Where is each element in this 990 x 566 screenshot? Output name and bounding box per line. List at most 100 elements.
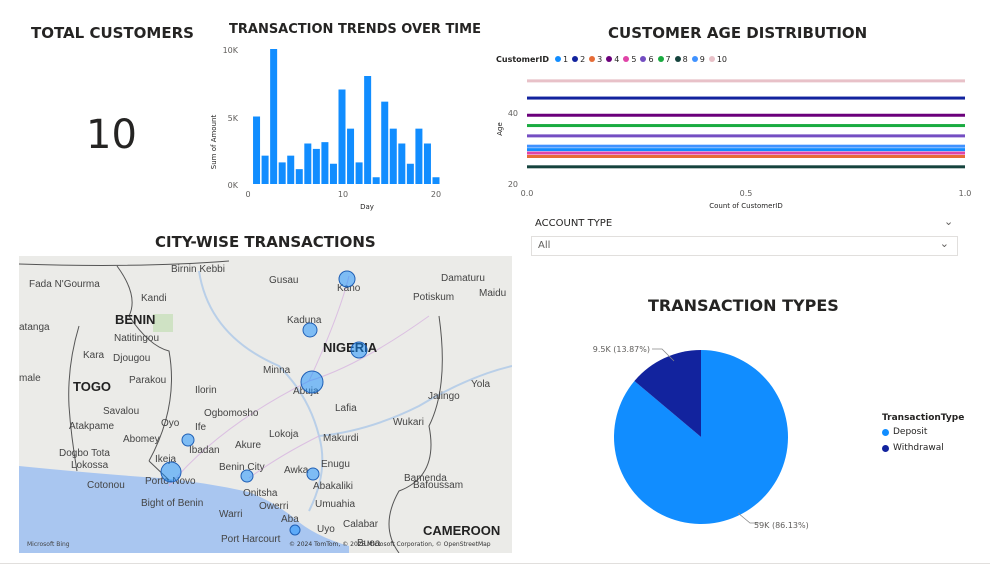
pie-legend-label: Deposit — [893, 427, 928, 437]
age-bar[interactable] — [527, 124, 965, 128]
trend-bar[interactable] — [304, 143, 312, 185]
age-legend-items: 1 2 3 4 5 6 7 8 9 10 — [554, 54, 731, 64]
map-bubble[interactable] — [181, 433, 195, 447]
map-label: Warri — [219, 509, 243, 520]
map-labels: Birnin Kebbi Gusau Kano Damaturu Maidu Fada N… — [19, 264, 506, 549]
trend-bar[interactable] — [321, 142, 329, 184]
age-legend-item[interactable]: 6 — [640, 55, 654, 64]
age-distribution-title: CUSTOMER AGE DISTRIBUTION — [608, 24, 868, 42]
age-ytick: 40 — [508, 109, 518, 118]
legend-dot-icon — [657, 56, 664, 62]
trends-y-axis-label: Sum of Amount — [210, 115, 218, 170]
trends-bars[interactable] — [253, 49, 440, 185]
map-label: Jalingo — [428, 391, 460, 402]
map-park — [153, 314, 173, 332]
map-label: Minna — [263, 365, 291, 376]
transaction-trends-chart[interactable]: Sum of Amount 10K 5K 0K 0 10 20 Day — [205, 42, 470, 217]
pie-legend-title: TransactionType — [882, 413, 965, 423]
trend-bar[interactable] — [398, 143, 406, 185]
age-bar[interactable] — [527, 144, 965, 148]
age-bar[interactable] — [527, 165, 965, 169]
map-bubble[interactable] — [350, 341, 368, 359]
legend-dot-icon — [708, 56, 715, 62]
pie-legend-item-withdrawal[interactable]: Withdrawal — [882, 443, 964, 453]
trend-bar[interactable] — [287, 155, 295, 184]
trend-bar[interactable] — [338, 89, 346, 185]
map-bubble[interactable] — [338, 270, 356, 288]
age-legend-item[interactable]: 3 — [589, 55, 602, 64]
age-legend-item[interactable]: 4 — [606, 55, 619, 64]
map-label: Kara — [83, 350, 105, 361]
account-type-selected: All — [538, 240, 551, 251]
trend-bar[interactable] — [406, 163, 414, 184]
map-bubble[interactable] — [160, 461, 182, 483]
trend-bar[interactable] — [312, 148, 320, 184]
map-label: Potiskum — [413, 292, 454, 303]
trends-ytick: 0K — [228, 181, 239, 190]
age-distribution-chart[interactable]: Age 40 20 0.0 0.5 1.0 Count of CustomerI… — [493, 66, 973, 214]
age-legend-item[interactable]: 10 — [708, 54, 728, 64]
trend-bar[interactable] — [261, 155, 269, 184]
map-bubble[interactable] — [302, 322, 318, 338]
map-label: Awka — [284, 465, 309, 476]
trend-bar[interactable] — [295, 169, 303, 184]
age-legend-item[interactable]: 5 — [623, 55, 636, 64]
map-label: atanga — [19, 322, 50, 333]
pie-legend-item-deposit[interactable]: Deposit — [882, 427, 964, 437]
age-legend-label: 10 — [716, 54, 728, 64]
trend-bar[interactable] — [329, 163, 337, 184]
age-bar[interactable] — [527, 96, 965, 100]
age-bar[interactable] — [527, 151, 965, 155]
trend-bar[interactable] — [372, 177, 380, 184]
map-label: Gusau — [269, 275, 298, 286]
age-bars[interactable] — [527, 79, 965, 169]
map-label: Akure — [235, 440, 262, 451]
trends-xtick: 0 — [245, 190, 250, 199]
age-legend-item[interactable]: 8 — [674, 55, 688, 64]
age-bar[interactable] — [527, 148, 965, 152]
trend-bar[interactable] — [389, 128, 397, 184]
map-label: Abomey — [123, 434, 160, 445]
age-legend-item[interactable]: 2 — [572, 55, 585, 64]
age-bar[interactable] — [527, 155, 965, 158]
trend-bar[interactable] — [278, 162, 286, 184]
map-bubble[interactable] — [306, 467, 320, 481]
trend-bar[interactable] — [253, 116, 261, 185]
map-label: CAMEROON — [423, 523, 500, 538]
age-legend-title: CustomerID — [496, 54, 549, 64]
legend-dot-icon — [572, 56, 579, 62]
map-attribution[interactable]: © 2024 TomTom, © 2025 Microsoft Corporat… — [289, 541, 491, 548]
map-label: Lafia — [335, 403, 357, 414]
transaction-types-pie[interactable]: 9.5K (13.87%) 59K (86.13%) — [570, 335, 840, 535]
map-label: Dogbo Tota — [59, 448, 110, 459]
trend-bar[interactable] — [432, 177, 440, 184]
account-type-dropdown[interactable]: All ⌄ — [531, 236, 958, 256]
trend-bar[interactable] — [381, 101, 389, 184]
trend-bar[interactable] — [355, 162, 363, 184]
trend-bar[interactable] — [270, 49, 278, 184]
age-bar[interactable] — [527, 134, 965, 138]
age-bar[interactable] — [527, 113, 965, 117]
pie-slices[interactable] — [614, 350, 788, 524]
age-ytick: 20 — [508, 180, 518, 189]
trends-x-axis-label: Day — [360, 203, 374, 211]
slicer-collapse-chevron-icon[interactable]: ⌄ — [944, 215, 954, 228]
pie-label-deposit: 59K (86.13%) — [754, 521, 809, 530]
trends-xtick: 20 — [431, 190, 441, 199]
age-legend-item[interactable]: 1 — [554, 55, 568, 64]
map-bubble[interactable] — [300, 370, 324, 394]
trend-bar[interactable] — [415, 128, 423, 184]
pie-slice[interactable] — [634, 350, 701, 437]
trend-bar[interactable] — [347, 128, 355, 184]
map-bubble[interactable] — [240, 469, 254, 483]
trend-bar[interactable] — [423, 143, 431, 185]
city-map[interactable]: Birnin Kebbi Gusau Kano Damaturu Maidu Fada N… — [19, 256, 512, 553]
map-bubbles[interactable] — [160, 270, 368, 536]
age-bar[interactable] — [527, 79, 965, 83]
map-label: Wukari — [393, 417, 424, 428]
trend-bar[interactable] — [364, 76, 372, 184]
map-bubble[interactable] — [289, 524, 301, 536]
pie-legend-label: Withdrawal — [893, 443, 944, 453]
age-legend-item[interactable]: 7 — [657, 55, 671, 64]
age-legend-item[interactable]: 9 — [691, 55, 705, 64]
